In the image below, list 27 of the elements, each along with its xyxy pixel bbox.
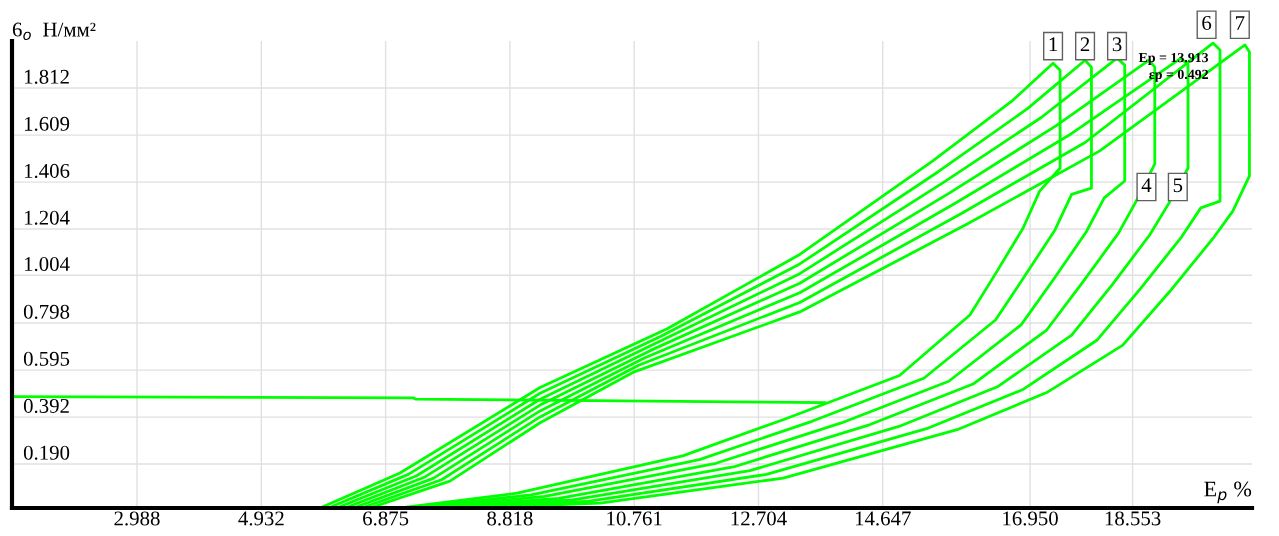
- y-tick-label: 1.609: [24, 116, 70, 131]
- annotation: 4: [1141, 178, 1152, 193]
- x-tick-label: 18.553: [1105, 511, 1161, 526]
- x-tick-label: 4.932: [238, 511, 284, 526]
- y-tick-label: 0.798: [23, 304, 70, 319]
- x-axis-title: E$_{p}$ %: [1204, 481, 1252, 504]
- annotation: 7: [1236, 16, 1245, 30]
- annotation: 6: [1202, 15, 1212, 30]
- y-tick-label: 0.190: [23, 445, 70, 460]
- annotation: 3: [1112, 37, 1122, 52]
- y-tick-label: 1.406: [24, 163, 70, 178]
- x-tick-label: 2.988: [114, 511, 160, 526]
- x-tick-label: 10.761: [607, 511, 662, 526]
- annotation: 5: [1173, 178, 1183, 193]
- y-axis-title: 6$_{o}$ Н/мм²: [12, 22, 96, 41]
- y-tick-label: 1.204: [24, 210, 70, 225]
- y-tick-label: 1.812: [24, 69, 69, 84]
- x-tick-label: 16.950: [1003, 511, 1058, 526]
- x-tick-label: 14.647: [855, 511, 911, 526]
- y-tick-label: 0.595: [23, 351, 70, 366]
- x-tick-label: 12.704: [731, 511, 787, 526]
- x-tick-label: 8.818: [487, 511, 533, 526]
- annotation: 1: [1049, 37, 1058, 52]
- y-tick-label: 1.004: [24, 257, 70, 272]
- x-tick-label: 6.875: [363, 511, 409, 526]
- y-tick-label: 0.392: [23, 398, 69, 414]
- annotation: 2: [1080, 37, 1090, 52]
